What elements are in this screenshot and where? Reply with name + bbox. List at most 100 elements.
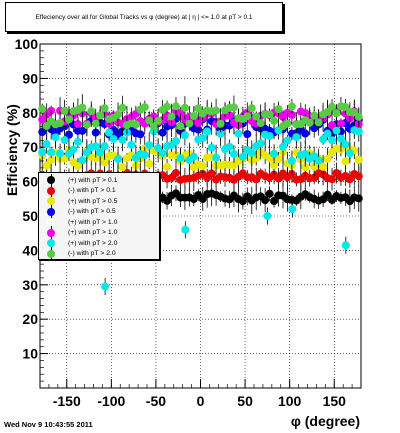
data-point (212, 144, 221, 171)
data-point (198, 158, 207, 174)
data-point (332, 106, 341, 121)
data-point (270, 114, 279, 128)
marker (78, 156, 87, 165)
marker (154, 144, 163, 153)
data-point (171, 97, 180, 116)
data-point (163, 192, 172, 210)
marker (314, 118, 323, 127)
data-point (118, 128, 127, 152)
data-point (274, 151, 283, 167)
data-point (145, 113, 154, 128)
marker (287, 110, 296, 119)
marker (163, 162, 172, 171)
legend-entry: (-) with pT > 0.5 (42, 205, 156, 218)
y-tick-label: 10 (22, 346, 38, 362)
marker (345, 175, 354, 184)
legend-marker (46, 237, 56, 250)
marker (212, 106, 221, 115)
y-tick-label: 80 (22, 105, 38, 121)
data-point (314, 109, 323, 136)
marker (319, 162, 328, 171)
x-tick-label: 0 (197, 393, 205, 409)
data-point (283, 113, 292, 134)
marker (109, 134, 118, 143)
marker (145, 159, 154, 168)
data-point (274, 101, 283, 117)
marker (265, 110, 274, 119)
data-point (171, 127, 180, 155)
data-point (181, 221, 190, 239)
data-point (345, 170, 354, 188)
marker (274, 105, 283, 114)
marker (163, 196, 172, 205)
data-point (82, 139, 91, 166)
marker (180, 103, 189, 112)
data-point (328, 112, 337, 138)
marker (87, 107, 96, 116)
x-tick-label: -50 (146, 393, 166, 409)
marker (252, 112, 261, 121)
data-point (263, 207, 272, 225)
data-point (247, 100, 256, 116)
marker (288, 205, 297, 214)
marker (82, 148, 91, 157)
legend-label: (+) with pT > 0.1 (68, 176, 118, 184)
legend-entry: (+) with pT > 1.0 (42, 226, 156, 239)
marker (73, 137, 82, 146)
data-point (87, 104, 96, 119)
marker (247, 104, 256, 113)
marker (100, 142, 109, 151)
marker (345, 149, 354, 158)
marker (341, 140, 350, 149)
marker (118, 135, 127, 144)
legend-entry: (-) with pT > 2.0 (42, 247, 156, 260)
y-tick-label: 90 (22, 70, 38, 86)
data-point (314, 152, 323, 169)
marker (229, 103, 238, 112)
data-point (345, 189, 354, 213)
marker (270, 149, 279, 158)
data-point (212, 98, 221, 123)
data-point (341, 236, 350, 254)
y-tick-label: 20 (22, 311, 38, 327)
data-point (171, 163, 180, 183)
legend-label: (+) with pT > 2.0 (68, 239, 118, 247)
y-tick-label: 60 (22, 174, 38, 190)
legend-label: (+) with pT > 1.0 (68, 229, 118, 237)
marker (263, 212, 272, 220)
data-point (283, 134, 292, 147)
data-point (323, 127, 332, 140)
marker (354, 172, 363, 181)
data-point (82, 113, 91, 137)
data-point (203, 118, 212, 145)
marker (336, 119, 345, 128)
marker (51, 133, 60, 142)
data-point (229, 95, 238, 120)
data-point (56, 143, 65, 164)
data-point (176, 113, 185, 139)
legend-entry: (+) with pT > 2.0 (42, 237, 156, 250)
data-point (270, 194, 279, 208)
marker (292, 133, 301, 142)
data-point (332, 122, 341, 139)
data-point (145, 158, 154, 170)
marker (243, 130, 252, 139)
data-point (69, 142, 78, 157)
marker (127, 140, 136, 149)
marker (149, 122, 158, 131)
x-tick-label: 50 (237, 393, 253, 409)
data-point (101, 277, 110, 296)
legend-label: (-) with pT > 0.1 (68, 187, 116, 195)
marker (64, 130, 73, 139)
marker (261, 196, 270, 205)
legend-entry: (+) with pT > 0.5 (42, 195, 156, 208)
data-point (270, 144, 279, 164)
data-point (287, 98, 296, 115)
data-point (278, 133, 287, 160)
data-point (60, 99, 69, 123)
data-point (96, 138, 105, 167)
marker (140, 103, 149, 112)
data-point (78, 94, 87, 121)
data-point (38, 103, 47, 115)
marker (332, 126, 341, 135)
